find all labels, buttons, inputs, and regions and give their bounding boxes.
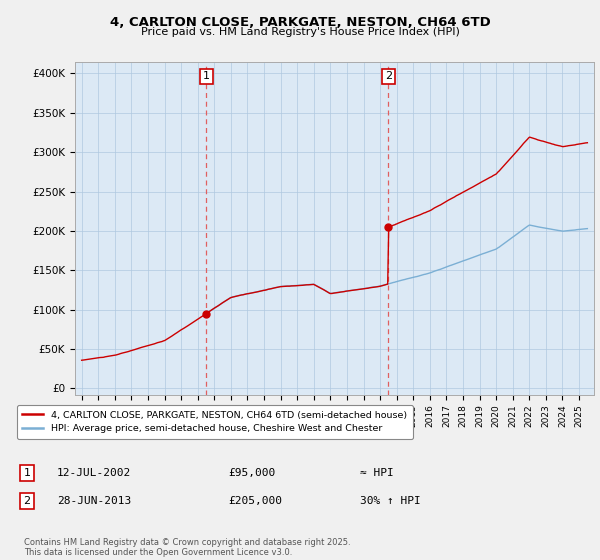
Text: 30% ↑ HPI: 30% ↑ HPI <box>360 496 421 506</box>
Text: £95,000: £95,000 <box>228 468 275 478</box>
Text: Contains HM Land Registry data © Crown copyright and database right 2025.
This d: Contains HM Land Registry data © Crown c… <box>24 538 350 557</box>
Text: ≈ HPI: ≈ HPI <box>360 468 394 478</box>
Text: £205,000: £205,000 <box>228 496 282 506</box>
Text: 28-JUN-2013: 28-JUN-2013 <box>57 496 131 506</box>
Text: Price paid vs. HM Land Registry's House Price Index (HPI): Price paid vs. HM Land Registry's House … <box>140 27 460 37</box>
Text: 1: 1 <box>23 468 31 478</box>
Text: 4, CARLTON CLOSE, PARKGATE, NESTON, CH64 6TD: 4, CARLTON CLOSE, PARKGATE, NESTON, CH64… <box>110 16 490 29</box>
Text: 1: 1 <box>203 71 210 81</box>
Text: 2: 2 <box>23 496 31 506</box>
Text: 12-JUL-2002: 12-JUL-2002 <box>57 468 131 478</box>
Text: 2: 2 <box>385 71 392 81</box>
Legend: 4, CARLTON CLOSE, PARKGATE, NESTON, CH64 6TD (semi-detached house), HPI: Average: 4, CARLTON CLOSE, PARKGATE, NESTON, CH64… <box>17 405 413 438</box>
